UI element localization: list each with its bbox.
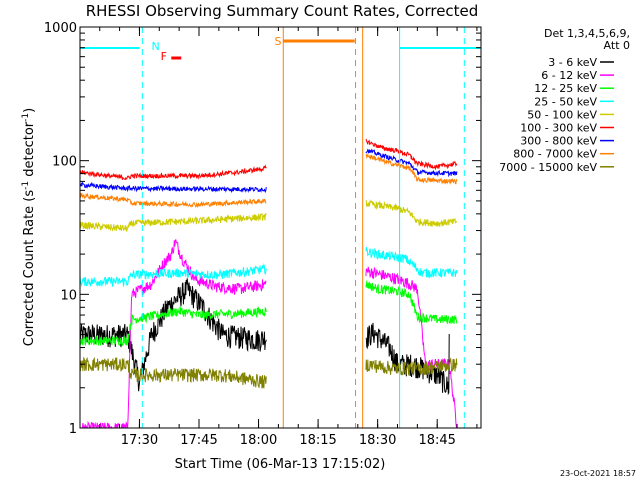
x-tick-label-2: 18:00 bbox=[240, 433, 277, 448]
legend-label-8: 7000 - 15000 keV bbox=[499, 161, 597, 174]
series-8-line-1 bbox=[365, 356, 458, 376]
x-tick-label-3: 18:15 bbox=[299, 433, 336, 448]
series-0-line-1 bbox=[365, 322, 450, 396]
series-1-line-0 bbox=[79, 238, 267, 429]
series-2 bbox=[79, 280, 458, 347]
y-tick-label-0: 1 bbox=[69, 422, 77, 437]
series-3 bbox=[79, 247, 458, 288]
series-3-line-1 bbox=[365, 247, 458, 279]
footer-date: 23-Oct-2021 18:57 bbox=[560, 469, 636, 478]
series-8-line-0 bbox=[79, 356, 267, 389]
series-0 bbox=[79, 278, 450, 396]
series-1-line-1 bbox=[365, 266, 458, 429]
series-8 bbox=[79, 356, 458, 389]
plot-area bbox=[79, 138, 458, 429]
series-2-line-0 bbox=[79, 305, 267, 347]
series-6 bbox=[79, 148, 458, 194]
legend-label-4: 50 - 100 keV bbox=[527, 108, 597, 121]
y-tick-label-3: 1000 bbox=[44, 21, 77, 36]
series-3-line-0 bbox=[79, 263, 267, 288]
flag-label-f: F bbox=[161, 50, 167, 63]
legend-label-7: 800 - 7000 keV bbox=[513, 148, 597, 161]
legend-label-0: 3 - 6 keV bbox=[548, 56, 597, 69]
x-tick-label-5: 18:45 bbox=[418, 433, 455, 448]
flag-label-s: S bbox=[275, 35, 282, 48]
flag-bars: NF S bbox=[80, 27, 481, 428]
series-4 bbox=[79, 198, 457, 232]
series-7-line-0 bbox=[79, 192, 267, 209]
legend-header-1: Att 0 bbox=[604, 39, 630, 52]
legend-label-5: 100 - 300 keV bbox=[520, 122, 597, 135]
x-tick-label-1: 17:45 bbox=[180, 433, 217, 448]
flag-label-n: N bbox=[151, 40, 159, 53]
series-1 bbox=[79, 238, 458, 429]
legend-label-1: 6 - 12 keV bbox=[541, 69, 597, 82]
axes: 17:30 17:45 18:00 18:15 18:30 18:45 1 10 100 1000 bbox=[44, 21, 481, 448]
series-6-line-1 bbox=[365, 148, 458, 178]
y-axis-label: Corrected Count Rate (s-1 detector-1) bbox=[21, 108, 37, 346]
x-tick-label-4: 18:30 bbox=[359, 433, 396, 448]
x-tick-label-0: 17:30 bbox=[121, 433, 158, 448]
chart-title: RHESSI Observing Summary Count Rates, Co… bbox=[86, 2, 479, 20]
y-tick-label-2: 100 bbox=[52, 155, 77, 170]
legend-label-3: 25 - 50 keV bbox=[534, 95, 597, 108]
y-tick-label-1: 10 bbox=[60, 288, 77, 303]
plot-frame bbox=[79, 26, 482, 429]
series-7-line-1 bbox=[365, 152, 458, 185]
legend-header-0: Det 1,3,4,5,6,9, bbox=[544, 27, 630, 40]
series-4-line-0 bbox=[79, 212, 267, 232]
series-5-line-0 bbox=[79, 164, 267, 180]
series-4-line-1 bbox=[365, 198, 457, 227]
series-2-line-1 bbox=[365, 280, 458, 325]
legend-label-6: 300 - 800 keV bbox=[520, 135, 597, 148]
series-0-line-0 bbox=[79, 278, 267, 392]
x-axis-label: Start Time (06-Mar-13 17:15:02) bbox=[175, 457, 386, 472]
series-5 bbox=[79, 138, 458, 180]
series-6-line-0 bbox=[79, 181, 267, 194]
legend-label-2: 12 - 25 keV bbox=[534, 82, 597, 95]
series-7 bbox=[79, 152, 458, 209]
series-5-line-1 bbox=[365, 138, 458, 171]
